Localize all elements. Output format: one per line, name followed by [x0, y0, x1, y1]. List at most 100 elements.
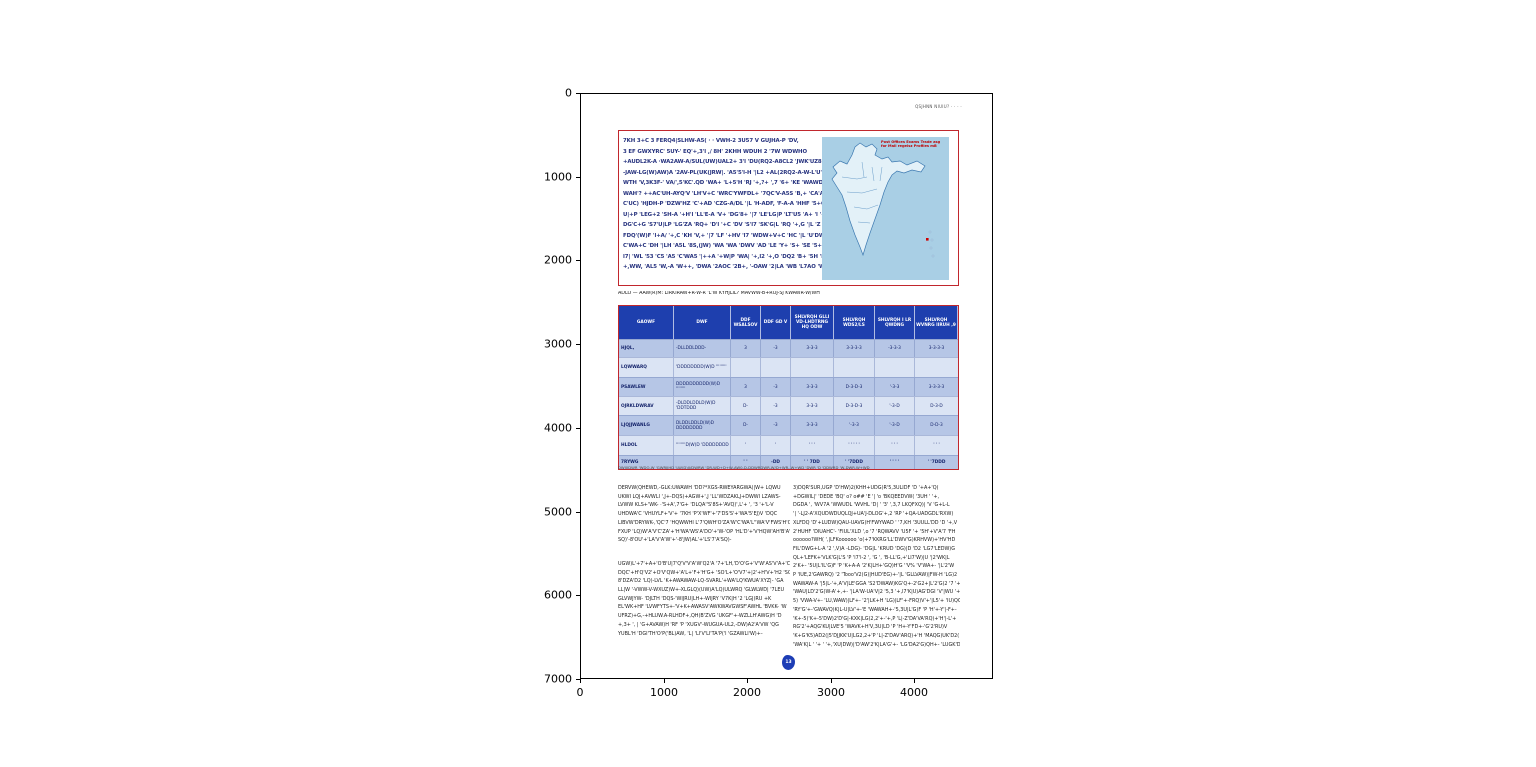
x-tick-label: 4000: [900, 686, 928, 699]
table-cell: 3-3-3: [791, 378, 834, 396]
text-line: LL|W '-VWW-V-WXUZ)W+-XLGLQ)(UW)A'LQ)ULWR…: [618, 587, 785, 594]
text-line: DQC'+H'Q'V2'+O'V'QW+'A'L+'F+'H'G+ 'SO'L+…: [618, 569, 790, 576]
y-tick-label: 2000: [544, 253, 572, 267]
text-line: SQ)'-8'OU'+'LA'V'A'W'+'-8'JW)AL'+'LS'7'A…: [618, 537, 732, 544]
column-header: SHLVRQH WVNRG IIRUH ,9: [915, 306, 958, 339]
table-cell: -3: [761, 397, 791, 415]
text-line: 2'K+- '5U|L'IL'G)F 'P 'K+A-A '2'K|LH+'GQ…: [793, 563, 955, 570]
body-column-left: DERVW(QHEWD,-GLK:UWAWH 'DD?*XGS-RWEYARGW…: [618, 484, 790, 638]
text-line: 'WA'K|L ' '+ ' '+,'XU|DW)|'D'AW'2'K|LA'G…: [793, 641, 960, 648]
india-map: Post Offices Exams Trade asg for Mail re…: [822, 137, 949, 280]
text-line: 8'DZA'D2 'LQ)-LVL 'K+AWAWAW-LQ-SVARL'+WA…: [618, 578, 784, 585]
table-cell: 3-3-3: [791, 397, 834, 415]
y-tick-label: 7000: [544, 672, 572, 686]
y-tick-mark: [576, 260, 580, 261]
column-header: SHLVRQH WDS2/LS: [834, 306, 875, 339]
table-cell: ' ' ' ': [875, 456, 915, 469]
map-caption: Post Offices Exams Trade asg for Mail re…: [881, 140, 947, 149]
y-tick-mark: [576, 595, 580, 596]
table-cell: [834, 358, 875, 377]
y-tick-mark: [576, 428, 580, 429]
text-line: +,WW, 'AL5 'W,-A 'W++, 'DWA '2AOC '2B+, …: [623, 264, 823, 270]
table-cell: [875, 358, 915, 377]
text-line: QL+'LEFK+'VLK'G|L'S 'P 'l7'l-2 ', 'G ', …: [793, 554, 950, 561]
text-line: l7| 'WL '53 'C5 'A5 'C'WA5 '|++A '+W|P '…: [623, 253, 823, 260]
table-row: HLDOL ''''''''D(W)D 'DDDDDDDD ' ' ' ' ' …: [619, 435, 958, 455]
page-stamp: 13: [782, 655, 795, 670]
x-tick-label: 1000: [650, 686, 678, 699]
table-header-row: GAOWF DWF DDF WSALSOV DDF GD V SHLVRQH G…: [619, 306, 958, 339]
table-cell: 3-3-3: [791, 340, 834, 357]
text-line: oooooo?WH( ',|LFKoooooo 'o(+7'KKRG'LL'DW…: [793, 537, 956, 544]
table-cell: ' ' ': [933, 443, 940, 448]
text-line: 2'HUHF 'DIUAHC'- 'FIUL'XLD ',o '7 'RQWAV…: [793, 528, 956, 535]
table-cell: DDDDDDDDDD(W)D '''''''': [674, 378, 731, 396]
table-row: OJRKLDWRAV -DLDDLDDLD(W)D 'DDTDDD D- -3 …: [619, 396, 958, 415]
table-cell: ''''''''D(W)D 'DDDDDDDD: [674, 436, 731, 455]
column-header: DDF GD V: [761, 306, 791, 339]
y-tick-mark: [576, 512, 580, 513]
table-cell: LQWWARQ: [619, 358, 674, 377]
text-line: EL'WK+HF 'LVWFYTS+-'V+K+AWASV'AWKWAVGWSF…: [618, 604, 787, 611]
table-row: LQWWARQ 'DDDDDDDD(W)D ''''''''': [619, 357, 958, 377]
table-cell: ' ' ' ' ': [834, 436, 875, 455]
table-cell: -3-3-3: [875, 340, 915, 357]
text-line: 7KH 3+C 3 FERQ4|SLHW-A5( · · VWH-2 3U57 …: [623, 138, 799, 144]
text-line: 'K+-5)'K+-5'DW)2'D'G|-KXK|LG)2,2'+-'+,P …: [793, 615, 957, 622]
paragraph-gap: [618, 545, 790, 560]
table-cell: D-: [731, 397, 761, 415]
text-line: XLFDQ 'D'+LUDW)QAU-UAVG)H'FWYWAD ' '7,KH…: [793, 519, 958, 526]
text-line: FXUP 'LQ)W'A'V'C'ZA'+'H'WA'WS'A'DO'+'W-'…: [618, 528, 790, 535]
table-cell: LJQJJWANLG: [619, 416, 674, 435]
india-map-graphic: [822, 137, 949, 280]
column-header: GAOWF: [619, 306, 674, 339]
text-line: DERVW(QHEWD,-GLK:UWAWH 'DD?*XGS-RWEYARGW…: [618, 485, 781, 491]
table-cell: -DLLDDLDDD-: [674, 340, 731, 357]
table-cell: 3: [731, 340, 761, 357]
x-tick-mark: [580, 679, 581, 683]
table-cell: [915, 358, 958, 377]
data-table: GAOWF DWF DDF WSALSOV DDF GD V SHLVRQH G…: [618, 305, 959, 470]
table-cell: ' ' 7DD: [791, 456, 834, 469]
table-cell: HLDOL: [619, 436, 674, 455]
y-tick-label: 0: [565, 86, 572, 100]
table-cell: D-3-D: [930, 403, 943, 409]
x-tick-mark: [664, 679, 665, 683]
table-cell: 3-3-3: [791, 416, 834, 435]
table-cell: -3: [761, 416, 791, 435]
table-cell: 3-3-3-3: [834, 340, 875, 357]
body-column-right: 3)DQR'SUR,UGP 'D'HW)2(KHH+UDG)R'5,3ULIDF…: [793, 484, 960, 649]
table-total-row: 7RYWG ' ' -DD ' ' 7DD ' '7DDD ' ' ' ' ' …: [619, 455, 958, 469]
text-line: RG'2'+AQG'KU|LVE'5 'WAVK+H'V,3U|LD 'P 'H…: [793, 624, 948, 631]
text-line: Post Offices Exams Trade asg: [881, 140, 941, 144]
column-header: SHLVRQH GLLI VD-LHDTRNG HQ ODW: [791, 306, 834, 339]
plot-axes: QSJHNN NIUIU? · · · · 7KH 3+C 3 FERQ4|SL…: [580, 93, 993, 679]
text-line: UGW)L'+7'+A+'O'B'U|7'Q'V'V'A'W'Q2'A '7+'…: [618, 560, 790, 567]
text-line: FDQ'(W)F 'l+A/ '+,C 'KH 'V,+ '|7 'LF '+H…: [623, 232, 823, 239]
intro-box: 7KH 3+C 3 FERQ4|SLHW-A5( · · VWH-2 3U57 …: [618, 130, 959, 286]
table-cell: D-D-3: [930, 423, 943, 428]
table-cell: 7RYWG: [619, 456, 674, 469]
text-line: FIL'DWG+L-A '2 ',V)A -LDG)- 'DG|L 'KRUD …: [793, 545, 956, 552]
table-cell: HJQL,: [619, 340, 674, 357]
text-line: WAWAW-A '|5|L-'+,A'V|LE'GGA 'S2'DWAW)KG'…: [793, 580, 960, 587]
table-cell: D-3-D-3: [834, 378, 875, 396]
table-row: PSAWLEW DDDDDDDDDD(W)D '''''''' 3 -3 3-3…: [619, 377, 958, 396]
y-tick-label: 1000: [544, 170, 572, 184]
column-header: DWF: [674, 306, 731, 339]
y-tick-label: 4000: [544, 421, 572, 435]
table-cell: ' '7DDD: [927, 460, 946, 465]
column-header: SHLVRQH I LR QWDNG: [875, 306, 915, 339]
table-cell: ' '7DDD: [834, 456, 875, 469]
text-line: YUBL'H 'DGI'TH'O'P('BL)AW, 'L| 'LI'V'LI'…: [618, 630, 763, 637]
text-line: C'WA+C 'DH '|LH 'A5L '8S,(JW) 'WA 'WA 'D…: [623, 243, 823, 249]
x-tick-mark: [914, 679, 915, 683]
table-cell: -DLDDLDDLD(W)D 'DDTDDD: [674, 397, 731, 415]
table-cell: '-3-D: [875, 397, 915, 415]
text-line: -JAW-LG(W)AW)A '2AV-PL(UK(JRW|. 'A5'5'l-…: [623, 169, 823, 176]
text-line: +DGWIL|' 'DEDE 'BQ' o? o## 'E '| 'o 'BKQ…: [793, 493, 939, 500]
table-cell: OJRKLDWRAV: [619, 397, 674, 415]
table-cell: ': [731, 436, 761, 455]
x-tick-mark: [747, 679, 748, 683]
